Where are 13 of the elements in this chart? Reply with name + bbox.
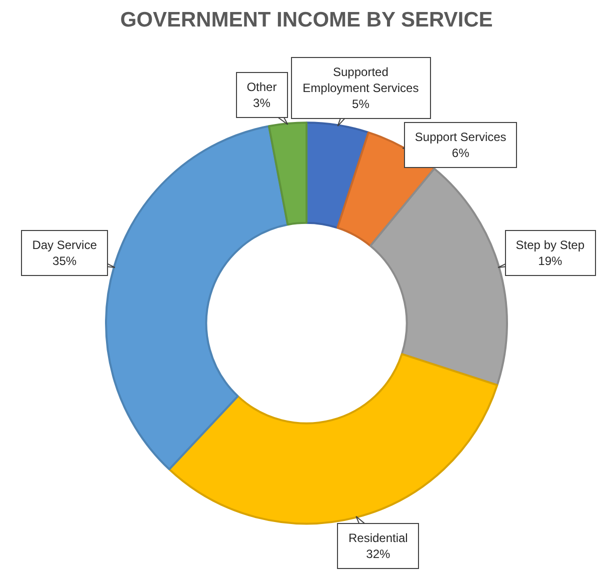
slice-label: Other bbox=[246, 78, 277, 95]
data-label: 5% bbox=[351, 96, 370, 112]
data-label: 3% bbox=[252, 94, 272, 111]
data-label: 32% bbox=[365, 546, 392, 562]
data-label: 35% bbox=[52, 252, 78, 269]
slice-label: Supported Employment Services bbox=[302, 64, 420, 96]
data-label: 19% bbox=[537, 252, 564, 269]
chart-title: GOVERNMENT INCOME BY SERVICE bbox=[120, 8, 493, 32]
slice-label: Support Services bbox=[414, 129, 506, 146]
slice-label: Day Service bbox=[32, 236, 97, 253]
data-label: 6% bbox=[450, 145, 470, 162]
slice-label: Residential bbox=[348, 530, 408, 546]
slice-label: Step by Step bbox=[516, 236, 585, 253]
